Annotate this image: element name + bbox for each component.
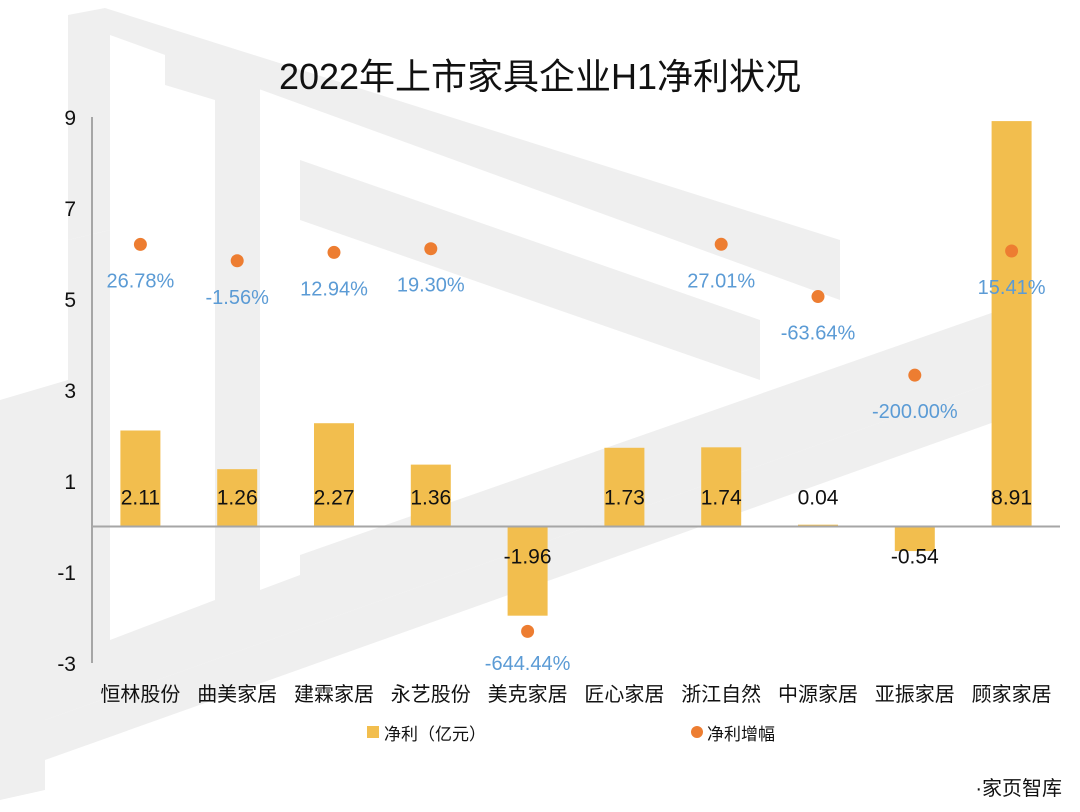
bar <box>507 526 548 616</box>
y-tick-label: 3 <box>64 380 76 403</box>
source-label: ·家页智库 <box>975 778 1062 800</box>
bar-value-label: -1.96 <box>504 546 552 569</box>
growth-label: -200.00% <box>872 401 958 423</box>
bar <box>894 526 935 552</box>
y-tick-label: -1 <box>57 562 76 585</box>
growth-dot <box>230 254 244 268</box>
x-tick-label: 曲美家居 <box>197 683 277 706</box>
y-tick-label: 9 <box>64 107 76 130</box>
y-tick-label: -3 <box>57 653 76 676</box>
x-tick-label: 浙江自然 <box>681 683 761 706</box>
growth-label: -63.64% <box>781 323 856 345</box>
bar-value-label: 1.73 <box>604 487 645 510</box>
x-tick-label: 永艺股份 <box>391 683 471 706</box>
growth-dot <box>424 242 438 256</box>
x-tick-label: 匠心家居 <box>584 683 664 706</box>
x-tick-label: 美克家居 <box>488 683 568 706</box>
bar-value-label: 1.36 <box>410 487 451 510</box>
legend-dot-label: 净利增幅 <box>707 725 775 744</box>
bar <box>991 121 1032 527</box>
growth-label: 15.41% <box>978 277 1046 299</box>
bar-value-label: 0.04 <box>798 487 839 510</box>
growth-label: -644.44% <box>485 653 571 675</box>
x-tick-label: 亚振家居 <box>875 683 955 706</box>
x-tick-label: 中源家居 <box>778 683 858 706</box>
chart-title: 2022年上市家具企业H1净利状况 <box>278 56 802 97</box>
y-tick-label: 1 <box>64 471 76 494</box>
growth-dot <box>521 624 535 638</box>
growth-dot <box>327 245 341 259</box>
growth-label: -1.56% <box>206 287 270 309</box>
y-tick-label: 7 <box>64 198 76 221</box>
bar-value-label: 1.74 <box>701 487 742 510</box>
bar <box>120 430 161 527</box>
growth-label: 12.94% <box>300 278 368 300</box>
growth-dot <box>908 368 922 382</box>
growth-dot <box>1005 244 1019 258</box>
bar <box>604 447 645 527</box>
bar-value-label: -0.54 <box>891 546 939 569</box>
bar <box>701 447 742 527</box>
legend-bar-swatch <box>367 726 379 738</box>
legend-bar-label: 净利（亿元） <box>384 725 486 744</box>
x-tick-label: 建霖家居 <box>294 683 374 706</box>
growth-dot <box>714 237 728 251</box>
bar-value-label: 8.91 <box>991 487 1032 510</box>
legend-dot-swatch <box>691 726 703 738</box>
bar-value-label: 2.27 <box>314 487 355 510</box>
y-tick-label: 5 <box>64 289 76 312</box>
growth-label: 19.30% <box>397 275 465 297</box>
bar-value-label: 1.26 <box>217 487 258 510</box>
growth-dot <box>133 237 147 251</box>
growth-dot <box>811 290 825 304</box>
bar <box>410 464 451 527</box>
growth-label: 27.01% <box>687 270 755 292</box>
x-tick-label: 顾家家居 <box>972 683 1052 706</box>
bar-value-label: 2.11 <box>121 487 160 510</box>
bar <box>314 423 354 527</box>
bar <box>217 469 258 527</box>
x-tick-label: 恒林股份 <box>100 683 180 706</box>
growth-label: 26.78% <box>106 270 174 292</box>
